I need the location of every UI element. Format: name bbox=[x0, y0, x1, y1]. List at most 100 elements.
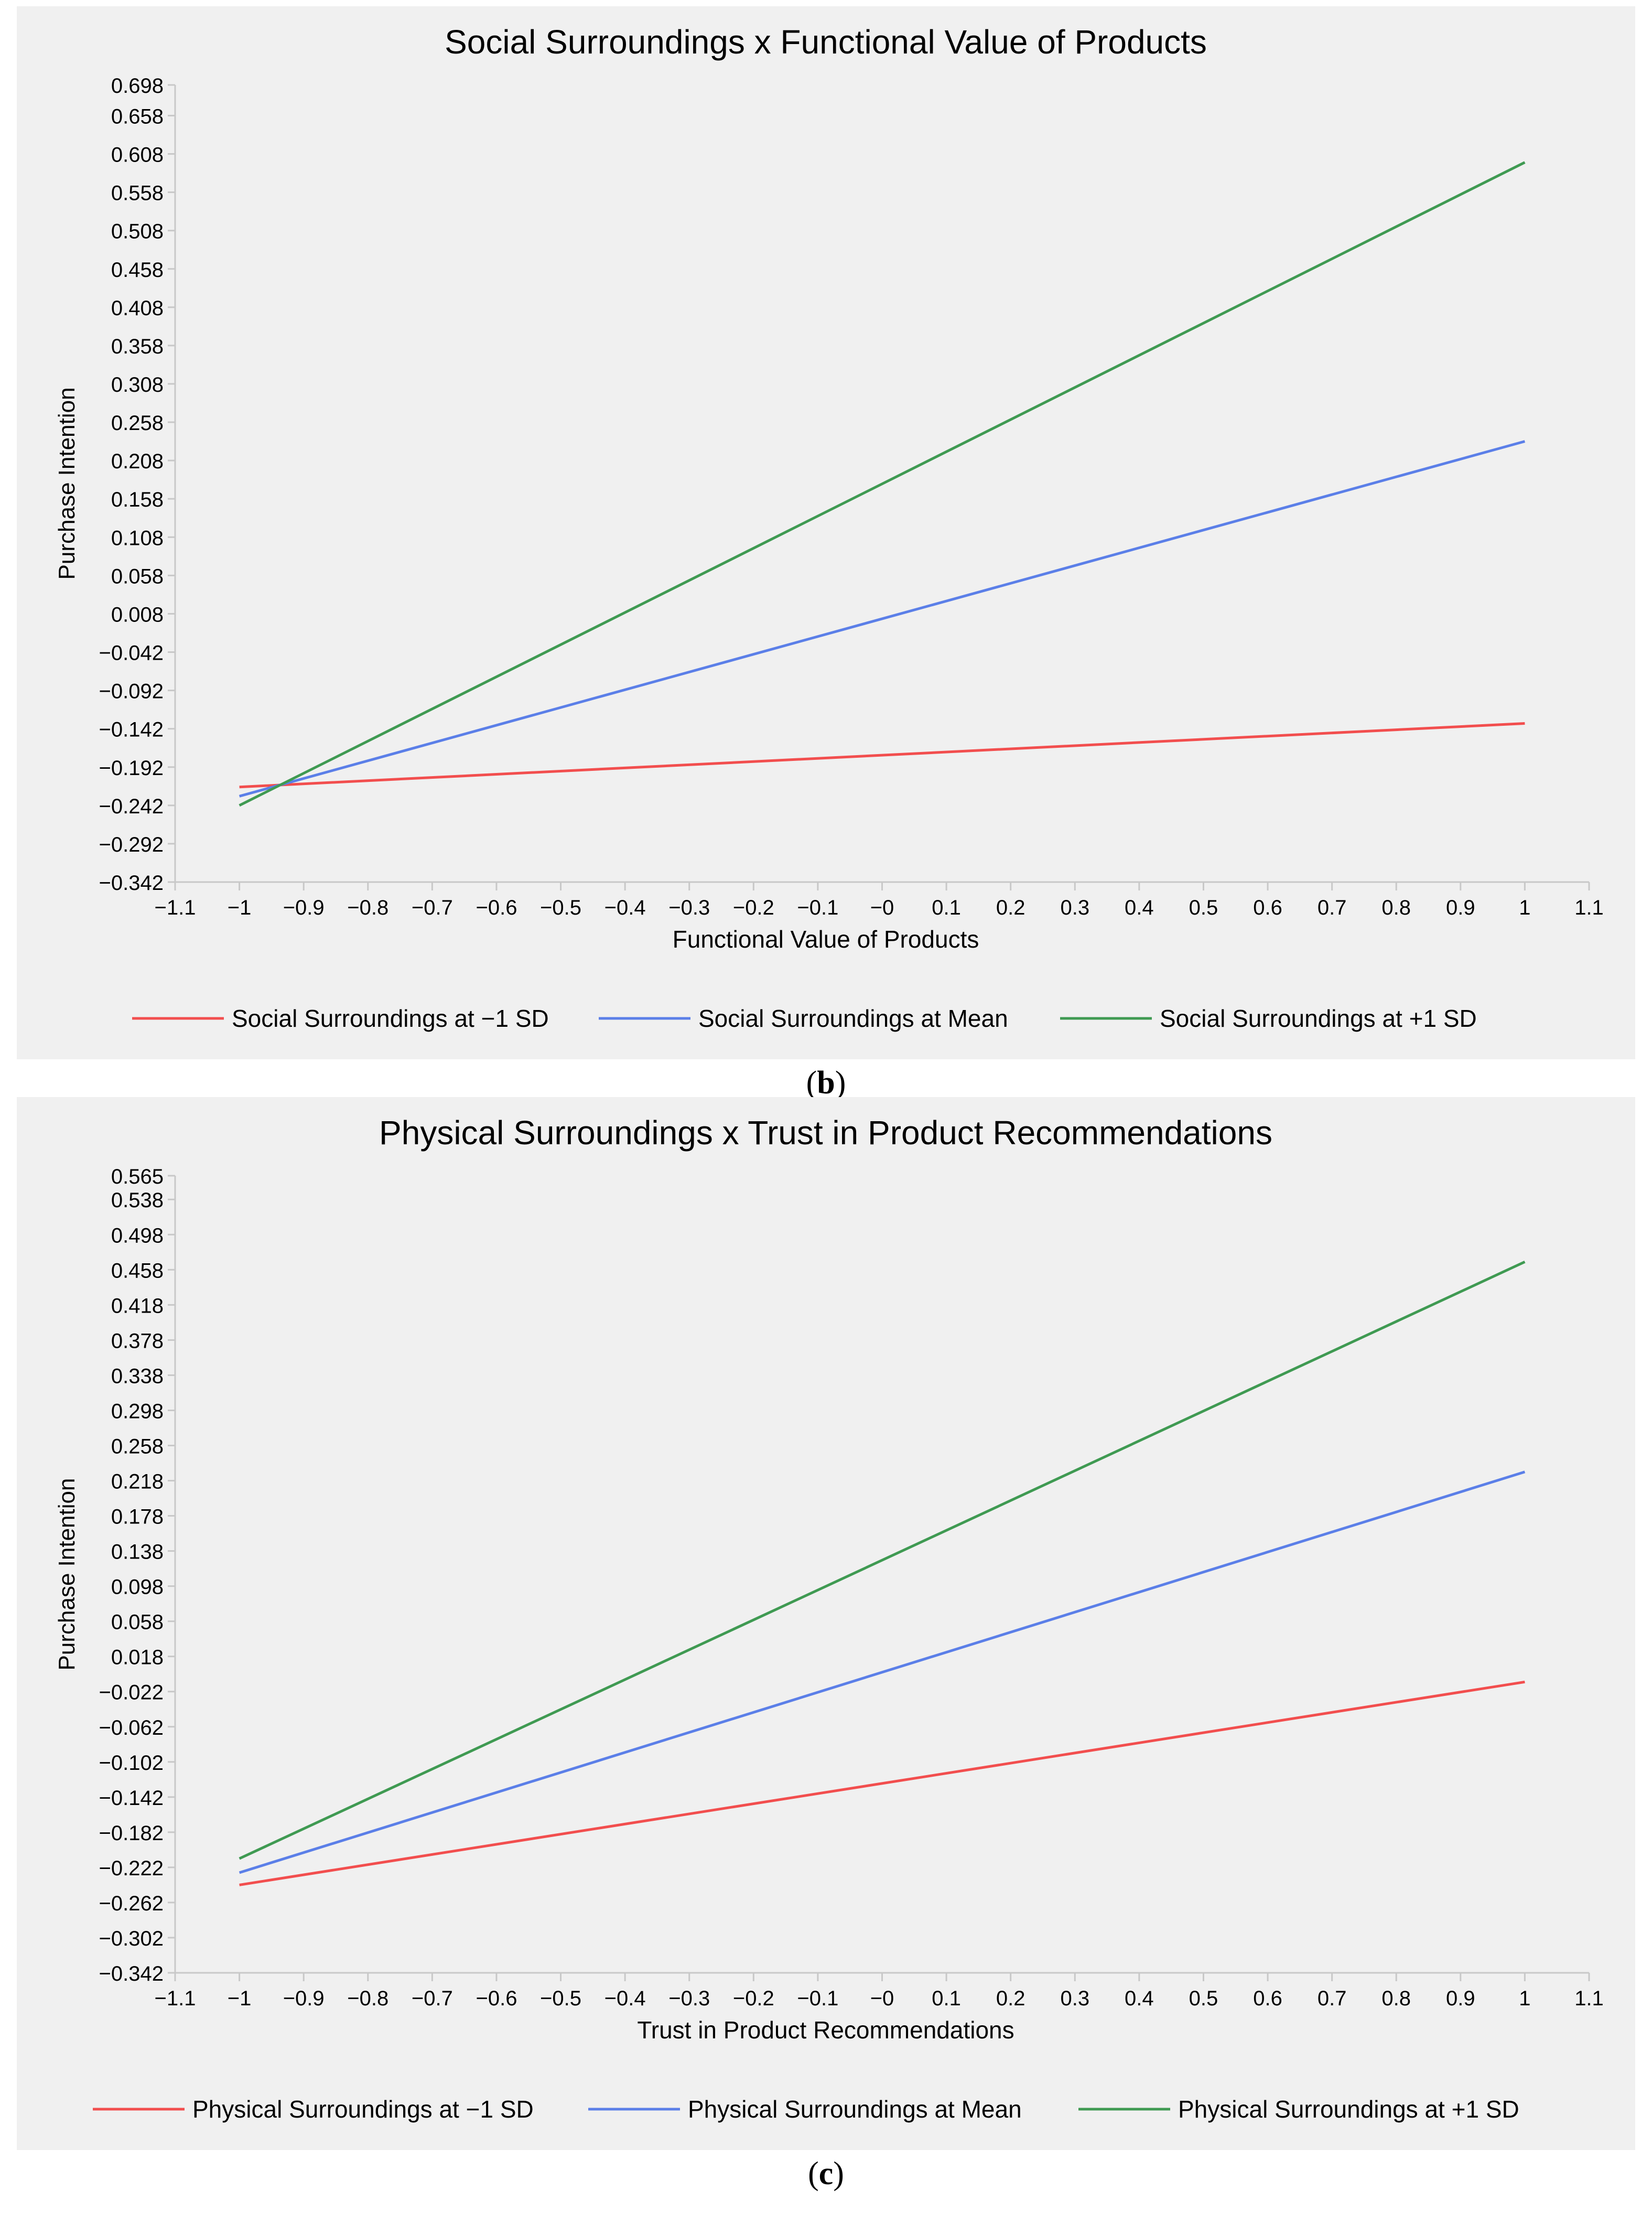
chart-c-y-tick-label: 0.538 bbox=[111, 1189, 164, 1212]
chart-b-y-tick-label: −0.292 bbox=[99, 833, 164, 856]
caption-b: (b) bbox=[0, 1065, 1652, 1102]
chart-b-x-tick-label: 0.6 bbox=[1253, 896, 1282, 919]
chart-c-x-tick-label: −0 bbox=[870, 1987, 894, 2010]
chart-c-y-tick-label: 0.565 bbox=[111, 1165, 164, 1188]
chart-b-x-tick-label: −1 bbox=[228, 896, 252, 919]
chart-c-x-tick-label: 0.9 bbox=[1446, 1987, 1475, 2010]
chart-b-y-tick-label: 0.108 bbox=[111, 527, 164, 550]
chart-b-y-tick-label: 0.658 bbox=[111, 105, 164, 128]
chart-c-legend-label-1: Physical Surroundings at −1 SD bbox=[192, 2096, 534, 2123]
chart-c-y-tick-label: 0.258 bbox=[111, 1435, 164, 1458]
chart-b-y-tick-label: −0.342 bbox=[99, 872, 164, 895]
chart-b-x-tick-label: −1.1 bbox=[155, 896, 196, 919]
chart-b-x-tick-label: 0.2 bbox=[996, 896, 1025, 919]
chart-b-x-tick-label: 0.9 bbox=[1446, 896, 1475, 919]
chart-b-x-tick-label: −0.9 bbox=[283, 896, 325, 919]
chart-c-x-tick-label: 0.4 bbox=[1125, 1987, 1154, 2010]
chart-c-y-tick-label: −0.022 bbox=[99, 1681, 164, 1704]
chart-c-y-tick-label: −0.262 bbox=[99, 1892, 164, 1915]
chart-b-x-tick-label: −0.4 bbox=[604, 896, 646, 919]
chart-c-y-tick-label: 0.418 bbox=[111, 1294, 164, 1317]
chart-c-series-line-3 bbox=[239, 1260, 1526, 1860]
chart-c-y-tick-label: 0.338 bbox=[111, 1365, 164, 1388]
chart-b-y-tick-label: 0.458 bbox=[111, 259, 164, 282]
chart-c-x-tick-label: 0.5 bbox=[1189, 1987, 1218, 2010]
chart-c-x-tick-label: −1.1 bbox=[155, 1987, 196, 2010]
chart-c-x-tick-label: 0.3 bbox=[1060, 1987, 1089, 2010]
chart-b-legend-label-3: Social Surroundings at +1 SD bbox=[1160, 1005, 1477, 1032]
chart-b-y-tick-label: 0.058 bbox=[111, 565, 164, 588]
chart-b-x-tick-label: −0.3 bbox=[668, 896, 710, 919]
chart-c-y-tick-label: 0.098 bbox=[111, 1576, 164, 1599]
chart-c-y-tick-label: 0.458 bbox=[111, 1259, 164, 1282]
chart-b-legend-label-1: Social Surroundings at −1 SD bbox=[232, 1005, 549, 1032]
chart-b-x-tick-label: −0 bbox=[870, 896, 894, 919]
chart-b: Social Surroundings x Functional Value o… bbox=[54, 23, 1604, 1032]
chart-c-x-tick-label: 0.6 bbox=[1253, 1987, 1282, 2010]
chart-c-x-tick-label: 0.8 bbox=[1381, 1987, 1411, 2010]
chart-panel-b: Social Surroundings x Functional Value o… bbox=[17, 6, 1635, 1059]
chart-b-y-tick-label: −0.142 bbox=[99, 718, 164, 742]
caption-c-open: ( bbox=[808, 2156, 819, 2191]
chart-b-x-tick-label: −0.7 bbox=[412, 896, 453, 919]
chart-b-legend-label-2: Social Surroundings at Mean bbox=[698, 1005, 1008, 1032]
chart-c-y-tick-label: −0.062 bbox=[99, 1716, 164, 1739]
chart-b-x-tick-label: −0.8 bbox=[347, 896, 388, 919]
chart-c-x-tick-label: −0.2 bbox=[733, 1987, 774, 2010]
chart-b-x-tick-label: −0.6 bbox=[476, 896, 517, 919]
chart-c-x-tick-label: −0.6 bbox=[476, 1987, 517, 2010]
chart-b-y-tick-label: 0.698 bbox=[111, 74, 164, 98]
chart-c-x-tick-label: −1 bbox=[228, 1987, 252, 2010]
chart-b-y-tick-label: 0.508 bbox=[111, 220, 164, 243]
chart-b-y-tick-label: −0.042 bbox=[99, 642, 164, 665]
chart-c-y-tick-label: −0.102 bbox=[99, 1752, 164, 1775]
chart-c: Physical Surroundings x Trust in Product… bbox=[54, 1114, 1604, 2123]
chart-b-y-tick-label: −0.092 bbox=[99, 680, 164, 703]
chart-b-x-tick-label: 0.3 bbox=[1060, 896, 1089, 919]
chart-c-y-tick-label: 0.058 bbox=[111, 1611, 164, 1634]
chart-b-x-tick-label: 1 bbox=[1519, 896, 1530, 919]
chart-c-x-tick-label: 1 bbox=[1519, 1987, 1530, 2010]
chart-b-series-line-3 bbox=[239, 161, 1526, 807]
chart-b-y-tick-label: 0.258 bbox=[111, 412, 164, 435]
chart-b-x-tick-label: 0.5 bbox=[1189, 896, 1218, 919]
caption-c: (c) bbox=[0, 2155, 1652, 2193]
chart-b-x-axis-label: Functional Value of Products bbox=[673, 926, 979, 953]
chart-c-x-tick-label: 1.1 bbox=[1574, 1987, 1604, 2010]
chart-c-x-tick-label: −0.8 bbox=[347, 1987, 388, 2010]
chart-c-y-axis-label: Purchase Intention bbox=[54, 1478, 80, 1671]
chart-b-x-tick-label: 0.1 bbox=[932, 896, 961, 919]
chart-c-y-tick-label: −0.222 bbox=[99, 1857, 164, 1880]
chart-b-y-tick-label: 0.158 bbox=[111, 488, 164, 511]
chart-b-y-tick-label: 0.008 bbox=[111, 603, 164, 626]
caption-c-letter: c bbox=[818, 2156, 834, 2191]
chart-b-series-line-2 bbox=[239, 440, 1526, 798]
chart-b-y-tick-label: 0.308 bbox=[111, 373, 164, 396]
chart-c-x-tick-label: −0.1 bbox=[797, 1987, 838, 2010]
chart-c-title: Physical Surroundings x Trust in Product… bbox=[379, 1114, 1272, 1152]
chart-c-y-tick-label: −0.182 bbox=[99, 1822, 164, 1845]
chart-c-x-tick-label: 0.2 bbox=[996, 1987, 1025, 2010]
chart-b-x-tick-label: −0.5 bbox=[540, 896, 581, 919]
chart-c-y-tick-label: 0.178 bbox=[111, 1506, 164, 1529]
chart-b-y-tick-label: 0.208 bbox=[111, 450, 164, 473]
chart-c-series-line-2 bbox=[239, 1470, 1526, 1874]
chart-c-x-tick-label: −0.7 bbox=[412, 1987, 453, 2010]
caption-b-letter: b bbox=[817, 1065, 835, 1101]
chart-c-series-line-1 bbox=[239, 1680, 1525, 1886]
chart-c-x-tick-label: 0.7 bbox=[1318, 1987, 1347, 2010]
chart-b-y-tick-label: 0.408 bbox=[111, 297, 164, 320]
chart-b-y-tick-label: 0.358 bbox=[111, 335, 164, 358]
chart-b-series-line-1 bbox=[239, 722, 1525, 789]
chart-c-y-tick-label: −0.142 bbox=[99, 1787, 164, 1810]
chart-b-x-tick-label: −0.1 bbox=[797, 896, 838, 919]
chart-c-x-tick-label: −0.5 bbox=[540, 1987, 581, 2010]
chart-b-x-tick-label: −0.2 bbox=[733, 896, 774, 919]
chart-b-y-tick-label: 0.608 bbox=[111, 144, 164, 167]
chart-c-x-axis-label: Trust in Product Recommendations bbox=[637, 2016, 1014, 2044]
chart-b-y-tick-label: −0.192 bbox=[99, 757, 164, 780]
caption-b-close: ) bbox=[835, 1065, 846, 1101]
caption-b-open: ( bbox=[806, 1065, 817, 1101]
chart-b-x-tick-label: 1.1 bbox=[1574, 896, 1604, 919]
chart-b-y-tick-label: 0.558 bbox=[111, 182, 164, 205]
